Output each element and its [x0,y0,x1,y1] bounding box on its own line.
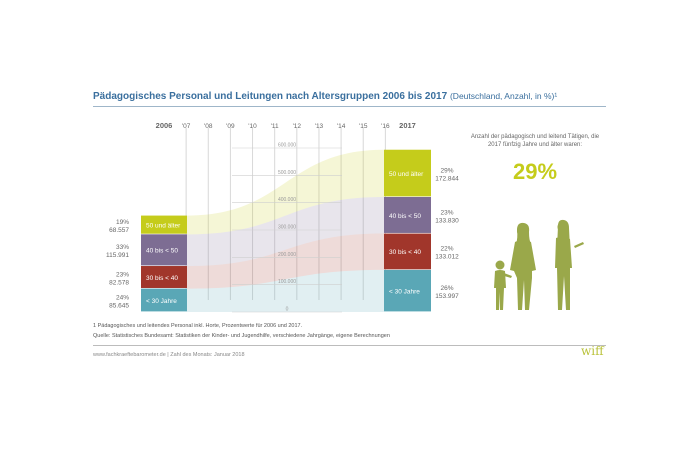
bar-label-left-50-und-lter: 50 und älter [146,222,181,229]
x-tick-label: 2017 [399,121,416,130]
x-tick-label: '11 [271,123,279,130]
value-label-left: 82.578 [109,279,129,286]
woman-figure-body [510,240,536,310]
pct-label-right: 22% [440,246,453,253]
pct-label-right: 29% [440,167,453,174]
chart-title: Pädagogisches Personal und Leitungen nac… [93,91,557,102]
bar-label-left-30-jahre: < 30 Jahre [146,298,177,305]
title-divider [93,106,606,107]
x-tick-label: '15 [359,123,368,130]
value-label-right: 172.844 [435,175,459,182]
footer-divider [93,345,606,346]
bar-label-right-30-bis-40: 30 bis < 40 [389,249,421,256]
bar-label-left-30-bis-40: 30 bis < 40 [146,275,178,282]
x-tick-label: '07 [182,123,191,130]
bar-label-right-50-und-lter: 50 und älter [389,171,424,178]
x-tick-label: '13 [315,123,324,130]
bar-segment-left-40-bis-50 [141,234,187,266]
person-figures-icon [494,219,584,310]
bar-segment-right-30-bis-40 [384,233,431,270]
footnote: 1 Pädagogisches und leitendes Personal i… [93,323,303,329]
value-label-left: 115.991 [106,252,129,259]
area-band-40-bis-50 [187,196,384,267]
pct-label-left: 23% [116,271,129,278]
y-tick-label: 400.000 [278,197,296,203]
y-tick-label: 0 [286,307,289,313]
x-tick-label: '16 [381,123,390,130]
bar-segment-right-50-und-lter [384,149,431,197]
title-text: Pädagogisches Personal und Leitungen nac… [93,91,448,102]
bar-segment-right-40-bis-50 [384,196,431,233]
woman-figure-hair [516,222,531,244]
area-band-30-bis-40 [187,233,384,289]
y-tick-label: 600.000 [278,143,296,149]
y-tick-label: 200.000 [278,252,296,258]
bar-segment-left-30-jahre [141,288,187,312]
child-figure-head [495,260,505,270]
area-band-30-jahre [187,269,384,312]
chart-subtitle: (Deutschland, Anzahl, in %)¹ [449,91,558,101]
pct-label-right: 26% [440,285,453,292]
value-label-right: 153.997 [435,293,459,300]
x-tick-label: '09 [226,123,235,130]
value-label-left: 85.645 [109,302,129,309]
value-label-right: 133.830 [435,217,459,224]
y-tick-label: 500.000 [278,170,296,176]
pct-label-left: 19% [116,219,129,226]
bar-label-right-40-bis-50: 40 bis < 50 [389,213,421,220]
pct-label-left: 24% [116,294,129,301]
x-tick-label: '10 [248,123,257,130]
pct-label-right: 23% [440,209,453,216]
bar-segment-left-50-und-lter [141,215,187,234]
brand-logo: wiff [581,344,604,358]
area-band-50-und-lter [187,149,384,235]
child-figure-body [494,270,506,310]
chart-notes: 1 Pädagogisches und leitendes Personal i… [93,321,593,341]
bar-segment-right-30-jahre [384,269,431,312]
y-tick-label: 100.000 [278,279,296,285]
child-figure-arm [504,273,512,278]
footer-text: www.fachkraeftebarometer.de | Zahl des M… [93,352,245,358]
source-note: Quelle: Statistisches Bundesamt: Statist… [93,333,390,339]
young-woman-figure-body [555,236,572,310]
x-tick-label: '12 [293,123,302,130]
side-highlight-value: 29% [512,159,558,184]
value-label-right: 133.012 [435,254,459,261]
bar-segment-left-30-bis-40 [141,266,187,288]
tablet-icon [574,242,584,248]
family-figures-illustration [494,219,584,310]
bar-label-right-30-jahre: < 30 Jahre [389,288,420,295]
x-tick-label: 2006 [156,121,173,130]
side-annotation: Anzahl der pädagogisch und leitend Tätig… [470,134,600,148]
x-tick-label: '08 [204,123,213,130]
value-label-left: 68.557 [109,227,129,234]
x-tick-label: '14 [337,123,346,130]
pct-label-left: 33% [116,244,129,251]
y-tick-label: 300.000 [278,225,296,231]
bar-label-left-40-bis-50: 40 bis < 50 [146,248,178,255]
